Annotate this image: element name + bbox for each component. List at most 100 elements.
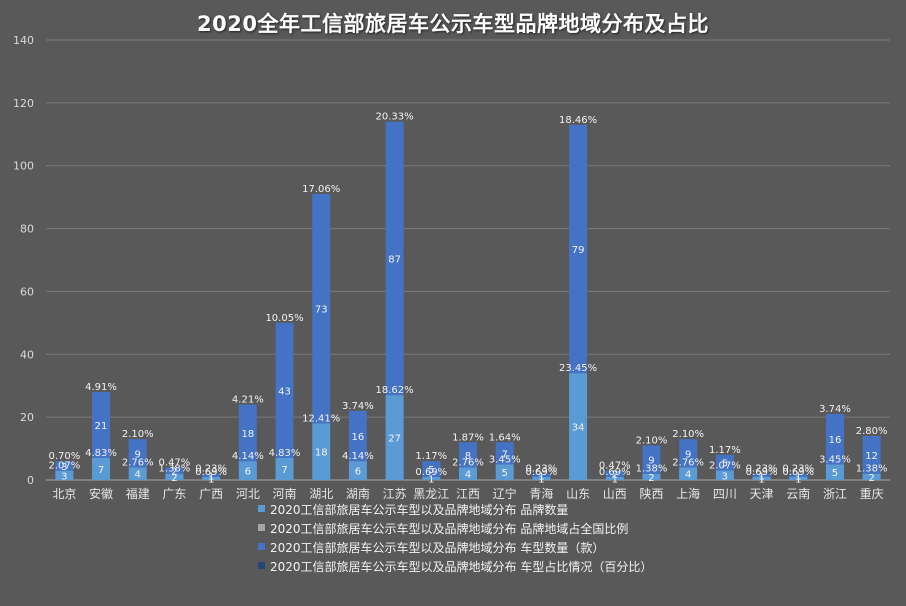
bar-model-count (642, 445, 661, 474)
bar-brand-count (715, 470, 734, 480)
data-label-model-count: 1 (795, 471, 801, 482)
x-tick-label: 山西 (603, 487, 627, 501)
x-tick-label: 北京 (52, 487, 76, 501)
data-label-brand-count: 1 (612, 474, 618, 485)
bar-model-count (569, 124, 588, 374)
data-label-brand-pct: 23.45% (559, 363, 597, 374)
bar-model-count (165, 467, 184, 474)
data-label-model-pct: 3.74% (819, 404, 851, 415)
data-label-brand-pct: 2.76% (122, 457, 154, 468)
bar-brand-count (202, 476, 221, 480)
data-label-model-count: 9 (648, 456, 654, 467)
data-label-brand-pct: 4.83% (269, 448, 301, 459)
bar-brand-count (128, 467, 147, 480)
x-tick-label: 江西 (456, 487, 480, 501)
legend-swatch (258, 524, 265, 531)
x-tick-label: 河北 (236, 487, 260, 501)
bar-brand-count (422, 476, 441, 480)
bar-brand-count (752, 476, 771, 480)
y-tick-label: 40 (20, 348, 34, 361)
x-tick-label: 青海 (529, 486, 553, 501)
bar-model-count (348, 410, 367, 462)
data-label-model-pct: 2.80% (856, 426, 888, 437)
y-tick-label: 120 (13, 97, 34, 110)
data-label-model-count: 5 (428, 465, 434, 476)
x-tick-label: 湖北 (309, 486, 333, 501)
data-label-model-pct: 0.23% (195, 464, 227, 475)
bar-model-count (55, 461, 74, 471)
data-label-brand-pct: 2.07% (48, 461, 80, 472)
bar-model-count (532, 473, 551, 477)
bar-brand-count (862, 473, 881, 480)
data-label-brand-pct: 1.38% (856, 464, 888, 475)
bar-brand-count (348, 461, 367, 480)
bar-brand-count (532, 476, 551, 480)
bar-brand-count (495, 464, 514, 480)
x-tick-label: 辽宁 (493, 486, 517, 501)
data-label-model-count: 1 (208, 471, 214, 482)
bar-model-count (862, 436, 881, 474)
data-label-brand-count: 7 (98, 465, 104, 476)
x-tick-label: 重庆 (860, 487, 884, 501)
data-label-model-count: 43 (278, 386, 291, 397)
bar-brand-count (642, 473, 661, 480)
data-label-brand-pct: 4.14% (232, 451, 264, 462)
y-tick-label: 0 (27, 474, 34, 487)
data-label-brand-count: 4 (465, 470, 471, 481)
data-label-model-pct: 3.74% (342, 401, 374, 412)
x-tick-label: 四川 (713, 487, 737, 501)
x-tick-label: 云南 (786, 486, 810, 501)
data-label-brand-count: 18 (315, 448, 328, 459)
y-tick-label: 100 (13, 160, 34, 173)
x-tick-label: 广西 (199, 487, 223, 501)
data-label-model-count: 7 (502, 449, 508, 460)
data-label-model-count: 21 (95, 421, 108, 432)
data-label-brand-count: 2 (648, 473, 654, 484)
x-tick-label: 广东 (162, 487, 186, 501)
x-tick-label: 黑龙江 (413, 487, 449, 501)
data-label-brand-pct: 4.14% (342, 451, 374, 462)
data-label-brand-pct: 1.38% (159, 464, 191, 475)
data-label-model-pct: 0.23% (746, 464, 778, 475)
bar-brand-count (459, 467, 477, 480)
data-label-brand-pct: 1.38% (636, 464, 668, 475)
x-tick-label: 天津 (750, 487, 774, 501)
bar-brand-count (385, 395, 404, 480)
data-label-model-count: 3 (61, 462, 67, 473)
data-label-model-count: 5 (722, 459, 728, 470)
legend-entry: 2020工信部旅居车公示车型以及品牌地域分布 品牌地域占全国比例 (270, 521, 628, 536)
data-label-model-count: 8 (465, 451, 471, 462)
data-label-model-count: 79 (572, 245, 585, 256)
data-label-brand-count: 34 (572, 423, 585, 434)
bar-model-count (825, 414, 844, 465)
bar-model-count (605, 470, 624, 477)
data-label-model-count: 87 (388, 254, 401, 265)
legend-swatch (258, 505, 265, 512)
bar-model-count (789, 473, 808, 477)
data-label-model-count: 73 (315, 305, 328, 316)
y-tick-label: 140 (13, 34, 34, 47)
bar-brand-count (55, 470, 74, 480)
data-label-brand-pct: 0.69% (195, 467, 227, 478)
bar-model-count (92, 392, 111, 458)
data-label-brand-count: 1 (795, 474, 801, 485)
data-label-model-pct: 0.70% (48, 451, 80, 462)
x-tick-label: 江苏 (383, 487, 407, 501)
data-label-model-count: 2 (612, 470, 618, 481)
data-label-brand-pct: 12.41% (302, 413, 340, 424)
data-label-brand-count: 6 (355, 467, 361, 478)
bar-brand-count (789, 476, 808, 480)
bar-model-count (752, 473, 771, 477)
x-tick-label: 福建 (126, 486, 150, 501)
legend-swatch (258, 562, 265, 569)
bar-model-count (202, 473, 221, 477)
data-label-brand-count: 3 (61, 471, 67, 482)
data-label-brand-count: 5 (502, 468, 508, 479)
data-label-model-pct: 2.10% (636, 435, 668, 446)
data-label-model-pct: 10.05% (265, 313, 303, 324)
bar-brand-count (569, 373, 588, 480)
bar-model-count (238, 404, 257, 462)
chart-title: 2020全年工信部旅居车公示车型品牌地域分布及占比 (197, 12, 709, 36)
data-label-brand-count: 4 (135, 470, 141, 481)
